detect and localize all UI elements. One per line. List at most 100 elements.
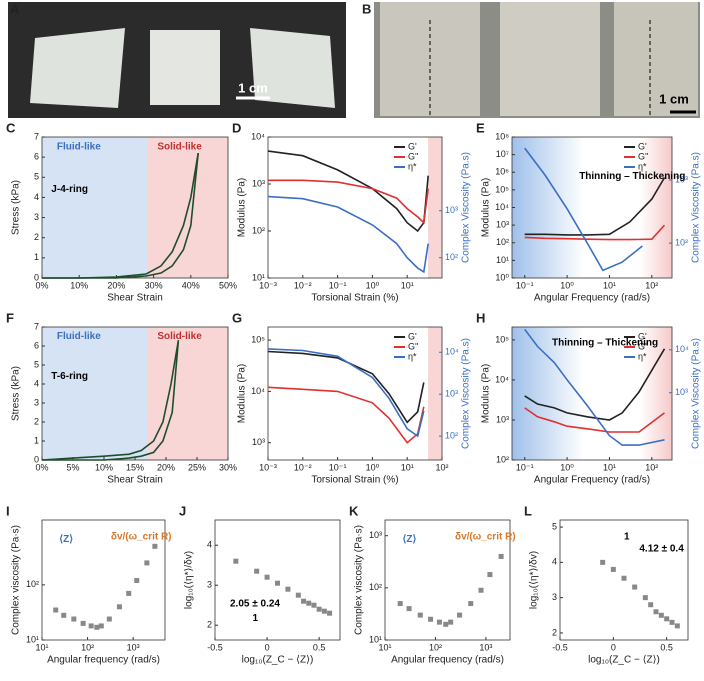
annotation: Fluid-like [57,142,101,153]
annotation: Solid-like [157,142,202,153]
y-tick-label: 6 [34,340,39,350]
y-tick-label: 10³ [496,414,509,424]
y-tick-label: 10¹ [252,272,265,282]
y-tick-label: 10⁵ [251,334,265,344]
x-axis-label: Angular Frequency (rad/s) [534,475,650,486]
legend-label: G'' [638,151,649,161]
x-tick-label: 10² [645,280,658,290]
x-tick-label: 10⁰ [560,462,574,472]
y-axis-label: Complex viscosity (Pa·s) [354,525,365,635]
x-tick-label: 50% [219,280,237,290]
annotation: Thinning – Thickening [579,171,685,182]
annotation: Solid-like [157,331,202,342]
x-tick-label: 25% [188,462,206,472]
legend-label: G'' [638,341,649,351]
scale-label: 1 cm [238,80,268,95]
y-tick-label: 10² [252,225,265,235]
y-axis-label: Stress (kPa) [11,366,22,421]
x-tick-label: 10¹ [378,642,391,652]
x-tick-label: 10⁰ [366,280,380,290]
y-tick-label: 3 [552,592,557,602]
series-line [267,150,429,233]
y-tick-label: 3 [34,397,39,407]
point [648,602,654,608]
point [621,575,627,581]
legend-label: η* [638,351,647,361]
chart: -0.5 0 0.5 2 3 4 5 log₁₀(Z_C − ⟨Z⟩) log₁₀(⟨η*⟩/δ… [524,503,689,666]
y-tick-label: 10⁴ [495,374,509,384]
x-tick-label: 30% [219,462,237,472]
y-tick-label: 10⁵ [495,184,509,194]
y-axis-label: Stress (kPa) [11,180,22,235]
panel-letter: K [349,503,359,518]
annotation: ⟨Z⟩ [59,534,73,545]
point [116,604,122,610]
x-tick-label: 10¹ [603,280,616,290]
series-line [41,340,180,461]
y-tick-label: 4 [34,378,39,388]
plot-frame [384,519,511,641]
y2-tick-label: 10² [445,252,458,262]
series-line [267,350,425,424]
y-axis-label: log₁₀(⟨η*⟩/δv) [529,551,540,609]
x-axis-label: log₁₀(Z_C − ⟨Z⟩) [588,655,660,666]
region [428,327,442,460]
y-tick-label: 10² [496,454,509,464]
x-tick-label: 10% [95,462,113,472]
y-axis-label: Complex viscosity (Pa·s) [11,525,22,635]
point [152,543,158,549]
region [512,137,672,278]
chart: 10⁻¹ 10⁰ 10¹ 10² 10⁰ 10¹ 10² 10³ 10⁴ 10⁵ 10⁶ 10⁷ 10⁸… [476,120,702,303]
point [80,620,86,626]
point [311,602,317,608]
y-tick-label: 10³ [369,530,382,540]
point [53,607,59,613]
legend-label: η* [638,161,647,171]
point [134,577,140,583]
series-line [267,386,425,444]
y2-tick-label: 10² [445,431,458,441]
x-tick-label: 10⁻¹ [516,280,534,290]
panel-letter: A [10,1,20,16]
point [436,619,442,625]
y-tick-label: 5 [34,172,39,182]
y2-tick-label: 10³ [675,387,688,397]
y-tick-label: 5 [552,521,557,531]
plot-frame [511,326,673,461]
y-tick-label: 10⁸ [495,131,509,141]
y-tick-label: 10¹ [26,634,39,644]
y-tick-label: 4 [552,557,557,567]
y-tick-label: 4 [207,540,212,550]
chart: 0% 10% 20% 30% 40% 50% 0 1 2 3 4 5 6 7 Shear Strain Str… [6,120,237,303]
panel-letter: I [6,503,10,518]
point [295,592,301,598]
chart: 10¹ 10² 10³ 10¹ 10² Angular frequency (rad/s)… [6,503,172,665]
y-tick-label: 1 [34,435,39,445]
y-tick-label: 2 [552,627,557,637]
point [254,568,260,574]
chart: 10⁻³ 10⁻² 10⁻¹ 10⁰ 10¹ 10¹ 10² 10³ 10⁴ 10² 10³ Tors… [232,120,472,303]
sample [30,28,125,108]
x-axis-label: Shear Strain [107,475,163,486]
y-tick-label: 10¹ [496,255,509,265]
x-tick-label: 20% [107,280,125,290]
x-tick-label: -0.5 [207,642,223,652]
sample [614,2,698,116]
y-axis-label: Modulus (Pa) [481,178,492,237]
y-tick-label: 0 [34,272,39,282]
y-tick-label: 10³ [496,220,509,230]
y-tick-label: 10⁷ [496,149,509,159]
point [610,566,616,572]
x-tick-label: 10⁻¹ [329,280,347,290]
point [487,572,493,578]
plot-frame [267,136,443,279]
y-tick-label: 0 [34,454,39,464]
x-tick-label: 40% [182,280,200,290]
x-axis-label: Torsional Strain (%) [311,475,398,486]
x-axis-label: log₁₀(Z_C − ⟨Z⟩) [242,655,314,666]
panel-letter: B [362,1,371,16]
y-tick-label: 10⁶ [495,167,509,177]
scale-label: 1 cm [659,91,689,106]
plot-frame [267,326,443,461]
series-line [524,177,666,236]
